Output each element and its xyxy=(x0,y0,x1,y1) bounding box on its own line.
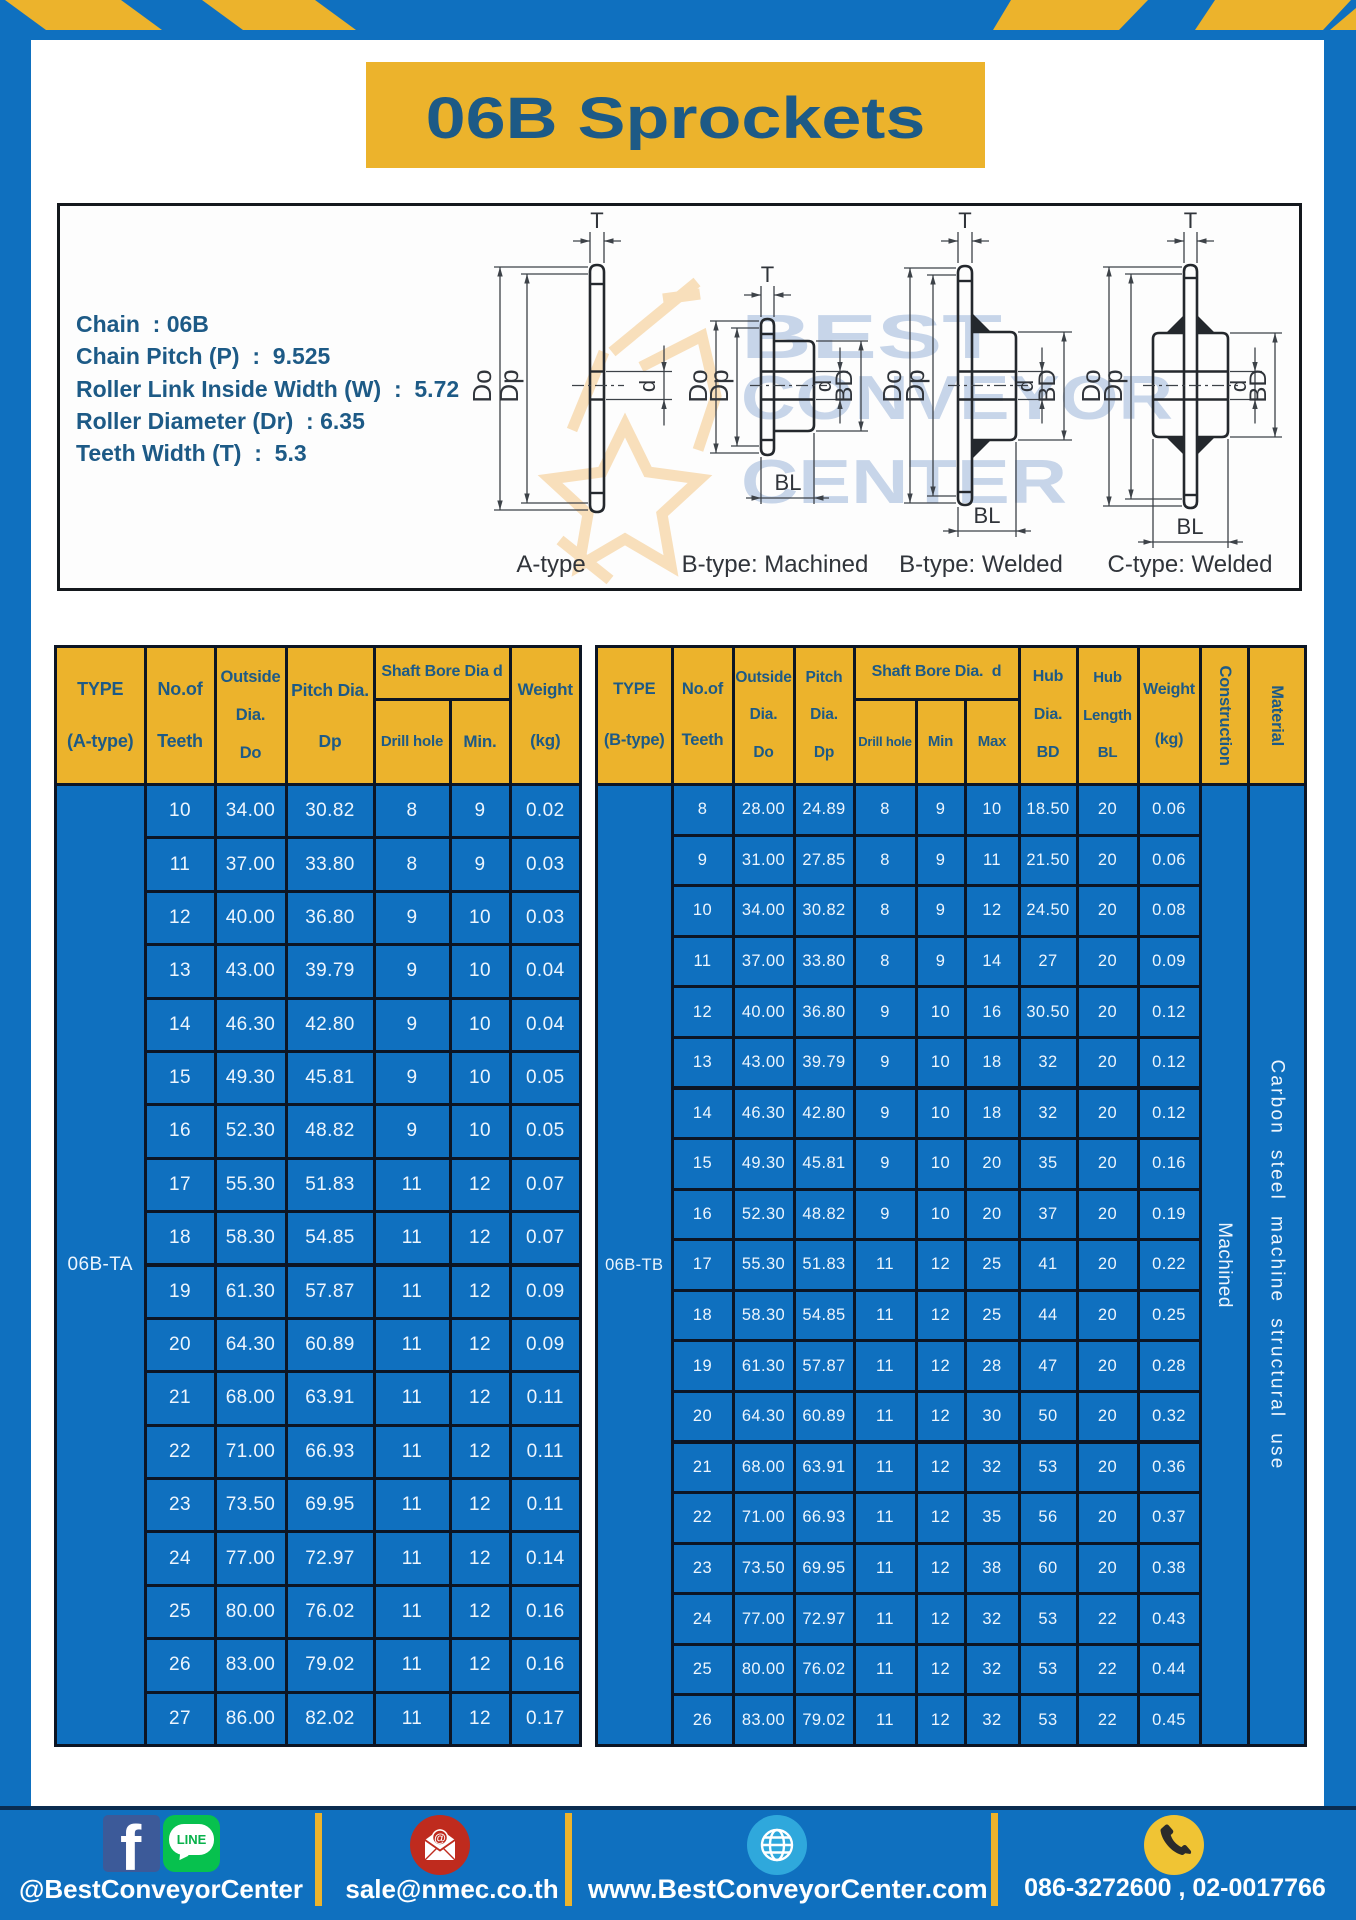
svg-text:Dp: Dp xyxy=(494,369,524,402)
svg-text:d: d xyxy=(1013,380,1038,392)
svg-text:Do: Do xyxy=(1076,369,1106,402)
svg-text:BL: BL xyxy=(775,470,802,495)
svg-text:BD: BD xyxy=(831,369,858,402)
svg-text:@: @ xyxy=(434,1831,446,1845)
svg-text:A-type: A-type xyxy=(516,551,585,578)
svg-text:Dp: Dp xyxy=(900,369,930,402)
svg-text:d: d xyxy=(811,380,836,392)
svg-text:B-type: Welded: B-type: Welded xyxy=(899,551,1063,578)
svg-text:Dp: Dp xyxy=(1098,369,1128,402)
svg-text:T: T xyxy=(590,208,603,233)
svg-text:BL: BL xyxy=(1177,514,1204,539)
svg-text:T: T xyxy=(958,208,971,233)
svg-text:T: T xyxy=(761,262,774,287)
svg-text:CENTER: CENTER xyxy=(741,448,1067,517)
svg-text:BD: BD xyxy=(1245,369,1272,402)
svg-text:C-type: Welded: C-type: Welded xyxy=(1108,551,1273,578)
svg-text:Do: Do xyxy=(683,369,713,402)
svg-text:d: d xyxy=(635,380,660,392)
svg-text:BD: BD xyxy=(1034,369,1061,402)
svg-text:B-type: Machined: B-type: Machined xyxy=(682,551,869,578)
svg-text:T: T xyxy=(1184,208,1197,233)
svg-text:Dp: Dp xyxy=(704,369,734,402)
svg-text:BEST: BEST xyxy=(741,303,1002,372)
svg-text:d: d xyxy=(1226,380,1251,392)
svg-text:BL: BL xyxy=(974,503,1001,528)
svg-text:Do: Do xyxy=(467,369,497,402)
svg-text:Do: Do xyxy=(877,369,907,402)
